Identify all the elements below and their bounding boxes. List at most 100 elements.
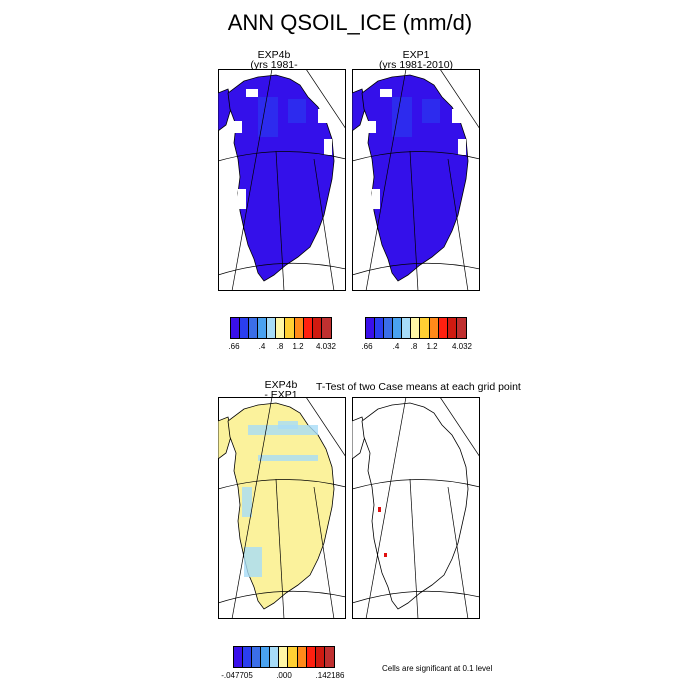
map-panel-diff: [218, 397, 346, 619]
data-region: [422, 99, 440, 123]
colorbar-tick: -.047705: [221, 671, 253, 680]
graticule-meridian: [409, 150, 419, 291]
colorbar-swatch: [297, 647, 307, 667]
graticule-meridian: [305, 69, 346, 130]
colorbar-swatch: [429, 318, 439, 338]
panel-title-exp4b-line1: EXP4b: [257, 49, 291, 61]
no-data-cell: [458, 139, 466, 155]
colorbar-swatch: [258, 318, 268, 338]
no-data-cell: [246, 89, 258, 97]
colorbar-tick: 1.2: [292, 342, 304, 351]
colorbar-tick: .000: [276, 671, 292, 680]
map-panel-exp1: [352, 69, 480, 291]
colorbar-swatch: [420, 318, 430, 338]
graticule-meridian: [275, 150, 285, 291]
panel-title-diff-line2: - EXP1: [264, 389, 298, 401]
colorbar-swatch: [306, 647, 316, 667]
colorbar-top-right: [365, 317, 467, 339]
colorbar-swatch: [243, 647, 253, 667]
colorbar-swatch: [288, 647, 298, 667]
colorbar-tick: .4: [258, 342, 266, 351]
colorbar-swatch: [312, 318, 322, 338]
panel-title-ttest: T-Test of two Case means at each grid po…: [316, 381, 521, 393]
greenland-outline: [227, 74, 335, 282]
no-data-cell: [366, 121, 376, 133]
panel-title-diff: EXP4b - EXP1: [256, 379, 306, 401]
colorbar-tick: .4: [392, 342, 400, 351]
graticule-latitude: [218, 262, 346, 276]
graticule-meridian: [447, 486, 469, 619]
colorbar-swatch: [261, 647, 271, 667]
data-region: [258, 97, 278, 137]
greenland-outline: [361, 74, 469, 282]
colorbar-swatch: [438, 318, 448, 338]
colorbar-swatch: [303, 318, 313, 338]
data-region: [288, 99, 306, 123]
colorbar-tick: 4.032: [315, 342, 337, 351]
colorbar-tick: .8: [410, 342, 418, 351]
graticule-latitude: [352, 479, 480, 490]
colorbar-swatch: [447, 318, 457, 338]
graticule-meridian: [313, 158, 335, 291]
data-region: [248, 425, 318, 435]
data-region: [278, 421, 298, 429]
graticule-latitude: [352, 151, 480, 162]
colorbar-swatch: [321, 318, 331, 338]
graticule-latitude: [352, 262, 480, 276]
panel-title-exp1: EXP1 (yrs 1981-2010): [374, 49, 458, 71]
no-data-cell: [380, 89, 392, 97]
graticule-latitude: [218, 479, 346, 490]
no-data-cell: [324, 139, 332, 155]
colorbar-tick: .66: [228, 342, 240, 351]
panel-title-diff-line1: EXP4b: [264, 379, 298, 391]
graticule-meridian: [313, 486, 335, 619]
colorbar-swatch: [315, 647, 325, 667]
no-data-cell: [318, 109, 328, 123]
colorbar-swatch: [456, 318, 466, 338]
colorbar-bottom: [233, 646, 335, 668]
graticule-meridian: [447, 158, 469, 291]
data-region: [392, 97, 412, 137]
colorbar-tick: .66: [361, 342, 373, 351]
graticule-meridian: [231, 397, 273, 619]
data-region: [258, 455, 318, 461]
colorbar-swatch: [276, 318, 286, 338]
no-data-cell: [372, 189, 380, 209]
colorbar-swatch: [285, 318, 295, 338]
colorbar-tick: .8: [276, 342, 284, 351]
colorbar-swatch: [234, 647, 244, 667]
colorbar-tick: .142186: [315, 671, 345, 680]
colorbar-swatch: [366, 318, 376, 338]
map-panel-exp4b: [218, 69, 346, 291]
graticule-meridian: [305, 397, 346, 458]
colorbar-swatch: [402, 318, 412, 338]
colorbar-top-left: [230, 317, 332, 339]
colorbar-swatch: [375, 318, 385, 338]
graticule-meridian: [409, 478, 419, 619]
significant-cell: [384, 553, 387, 557]
panel-title-exp1-line1: EXP1: [402, 49, 430, 61]
significance-note: Cells are significant at 0.1 level: [382, 664, 493, 673]
colorbar-swatch: [411, 318, 421, 338]
colorbar-swatch: [249, 318, 259, 338]
graticule-meridian: [275, 478, 285, 619]
colorbar-swatch: [294, 318, 304, 338]
colorbar-swatch: [267, 318, 277, 338]
colorbar-tick: 1.2: [426, 342, 438, 351]
data-region: [242, 487, 252, 517]
colorbar-swatch: [393, 318, 403, 338]
graticule-meridian: [231, 69, 273, 291]
greenland-outline: [361, 402, 469, 610]
graticule-meridian: [365, 397, 407, 619]
graticule-meridian: [439, 69, 480, 130]
graticule-meridian: [439, 397, 480, 458]
colorbar-swatch: [270, 647, 280, 667]
colorbar-swatch: [324, 647, 334, 667]
colorbar-swatch: [240, 318, 250, 338]
colorbar-swatch: [384, 318, 394, 338]
colorbar-swatch: [231, 318, 241, 338]
data-region: [244, 547, 262, 577]
graticule-latitude: [218, 590, 346, 604]
graticule-latitude: [218, 151, 346, 162]
no-data-cell: [232, 121, 242, 133]
